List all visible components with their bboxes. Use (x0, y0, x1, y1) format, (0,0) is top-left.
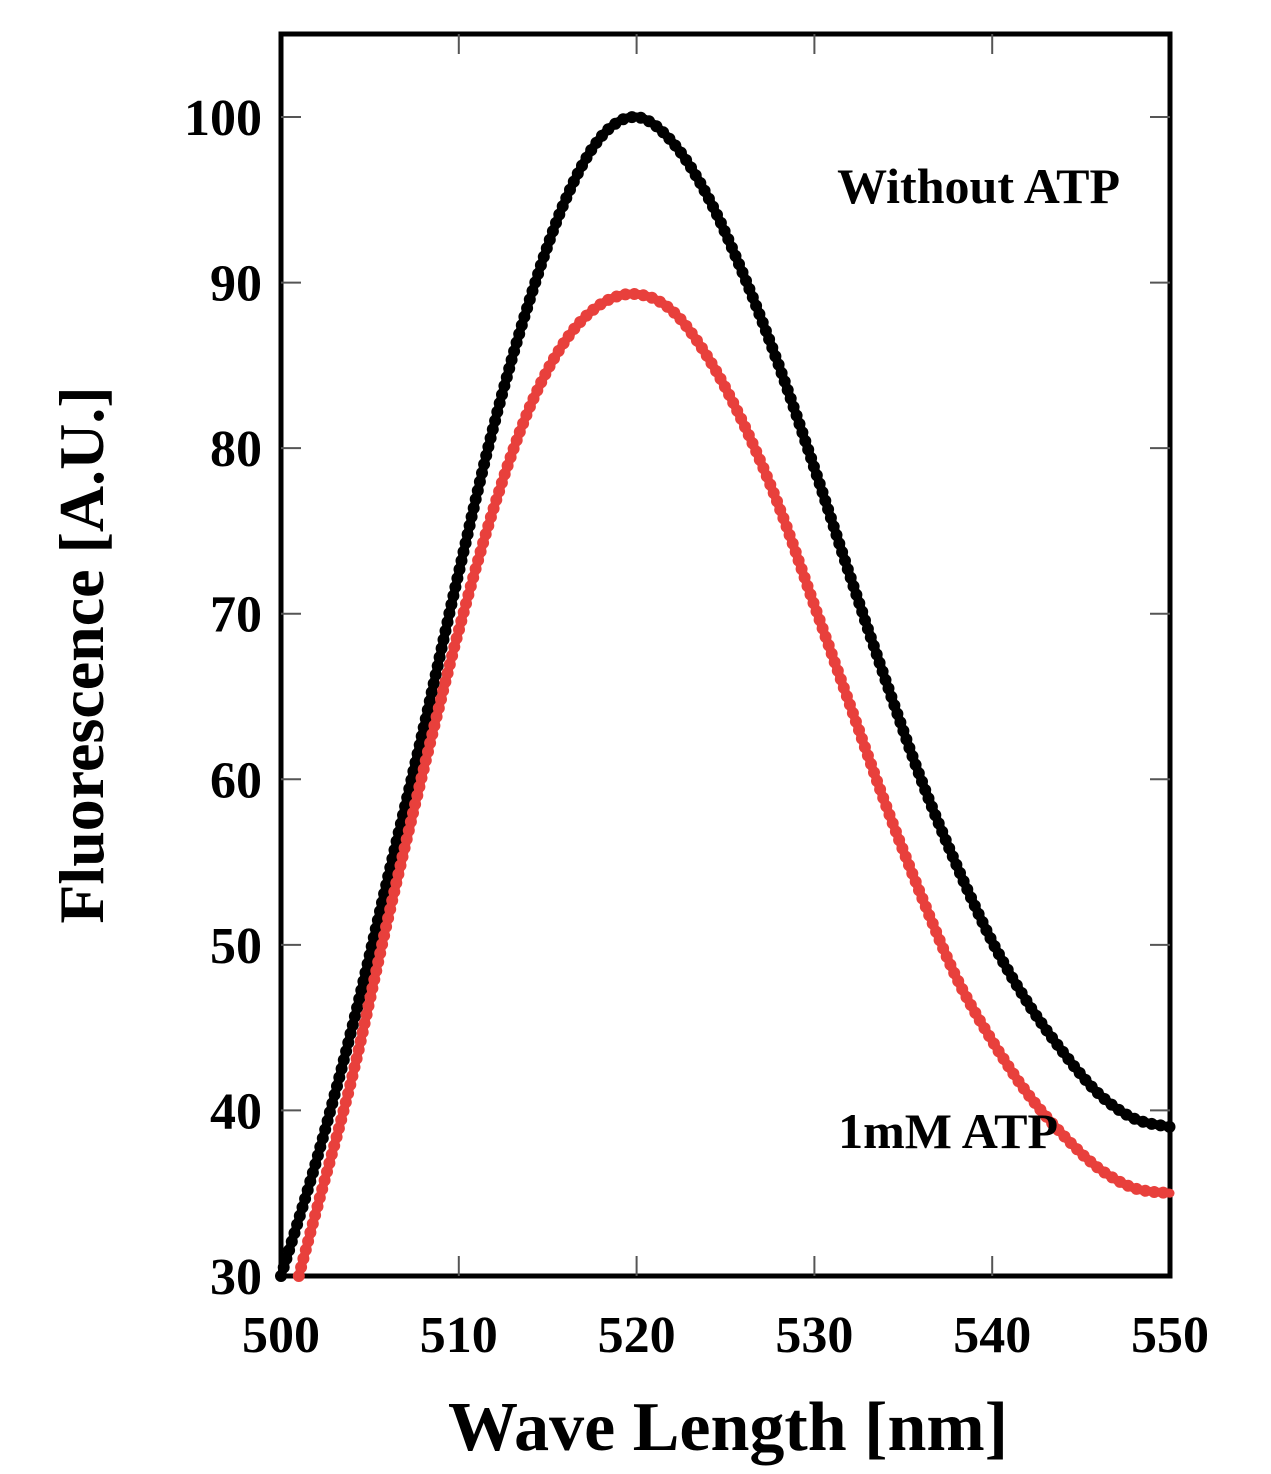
y-tick-label: 60 (210, 752, 262, 809)
series-point (1157, 1186, 1170, 1199)
series-point (628, 288, 641, 300)
y-axis-title: Fluorescence [A.U.] (46, 386, 117, 923)
series-point (619, 288, 632, 301)
series-label-1mm-atp: 1mM ATP (838, 1103, 1058, 1159)
y-tick-label: 90 (210, 256, 262, 313)
series-label-without-atp: Without ATP (837, 158, 1120, 214)
x-tick-label: 510 (420, 1307, 498, 1364)
series-point (625, 111, 638, 124)
x-tick-label: 500 (242, 1307, 320, 1364)
series-point (1148, 1186, 1161, 1198)
series-point (1145, 1117, 1158, 1130)
y-tick-label: 50 (210, 918, 262, 975)
tick-labels: 500 510 520 530 540 550 30 40 50 60 70 80 90 100 (184, 90, 1209, 1364)
series-point (1163, 1120, 1176, 1133)
y-tick-label: 30 (210, 1249, 262, 1306)
x-tick-label: 550 (1131, 1307, 1209, 1364)
y-tick-label: 80 (210, 421, 262, 478)
y-tick-label: 70 (210, 587, 262, 644)
x-tick-label: 540 (953, 1307, 1031, 1364)
plot-frame (278, 31, 1173, 1279)
x-tick-label: 530 (775, 1307, 853, 1364)
x-axis-title: Wave Length [nm] (448, 1389, 1008, 1466)
y-tick-label: 100 (184, 90, 262, 147)
axis-ticks (281, 34, 1170, 1276)
data-series (275, 111, 1176, 1282)
x-tick-label: 520 (598, 1307, 676, 1364)
series-point (1154, 1119, 1167, 1132)
y-tick-label: 40 (210, 1083, 262, 1140)
series-point (1139, 1184, 1152, 1197)
